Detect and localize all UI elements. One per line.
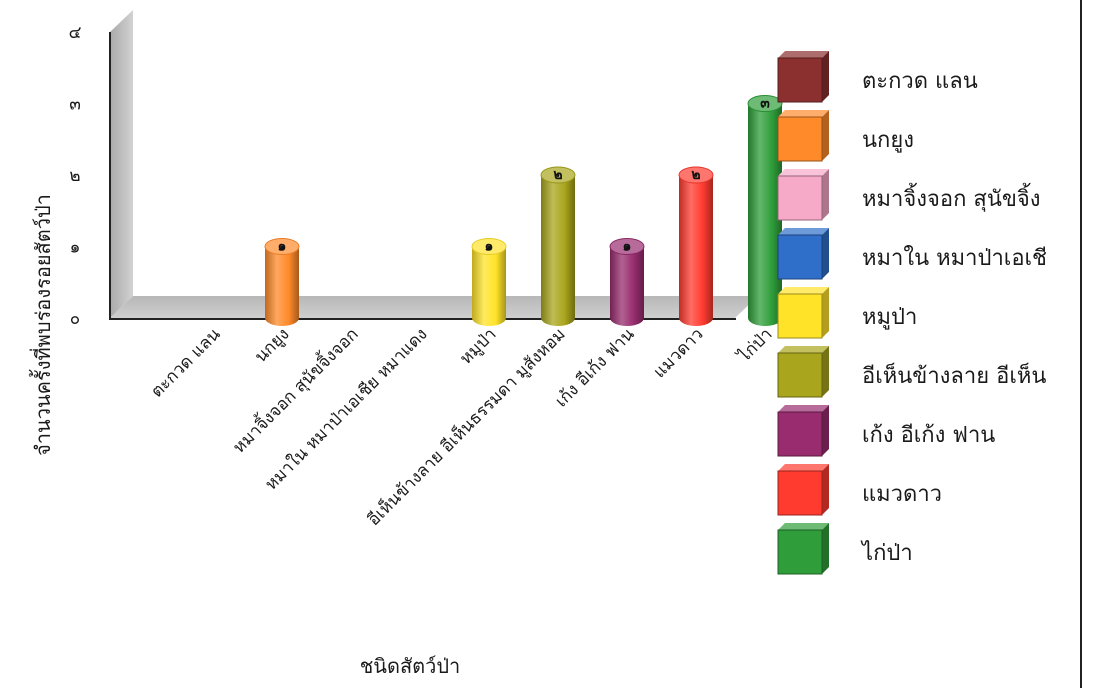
legend-item: อีเห็นข้างลาย อีเห็น xyxy=(777,346,1046,398)
legend-item: ไก่ป่า xyxy=(777,523,913,575)
legend-label: หมาจิ้งจอก สุนัขจิ้ง xyxy=(862,183,1041,212)
bar-body xyxy=(679,175,713,326)
bar-body xyxy=(472,246,506,326)
data-label: ๑ xyxy=(278,239,287,255)
legend-swatch xyxy=(777,293,823,339)
x-tick-label: ตะกวด แลน xyxy=(147,324,225,402)
bar-body xyxy=(265,246,299,326)
data-label: ๒ xyxy=(553,167,562,183)
legend-swatch xyxy=(777,470,823,516)
legend-swatch xyxy=(777,234,823,280)
legend-label: นกยูง xyxy=(862,128,914,153)
y-axis-title: จำนวนครั้งที่พบร่องรอยสัตว์ป่า xyxy=(29,194,55,456)
legend-swatch-side xyxy=(822,51,829,102)
legend-swatch-top xyxy=(778,523,829,530)
legend-swatch-top xyxy=(778,169,829,176)
legend-swatch-side xyxy=(822,228,829,279)
x-tick-label: หมาจิ้งจอก สุนัขจิ้งจอก xyxy=(227,322,362,457)
bar: ๑ xyxy=(471,238,507,326)
legend-label: ตะกวด แลน xyxy=(862,69,978,94)
x-axis-title: ชนิดสัตว์ป่า xyxy=(360,654,461,678)
y-tick-label: ๓ xyxy=(69,95,81,115)
bar-top xyxy=(471,238,507,255)
y-ticks: ๐ ๑ ๒ ๓ ๔ xyxy=(69,23,82,329)
y-tick-label: ๐ xyxy=(70,309,80,329)
legend-swatch xyxy=(777,529,823,575)
legend-swatch xyxy=(777,175,823,221)
legend-label: หมูป่า xyxy=(862,305,917,330)
legend-swatch-side xyxy=(822,346,829,397)
legend-swatch-top xyxy=(778,110,829,117)
bar-body xyxy=(610,246,644,326)
legend-item: หมาใน หมาป่าเอเชี xyxy=(777,228,1047,280)
bar: ๑ xyxy=(609,238,645,326)
data-label: ๒ xyxy=(691,167,700,183)
legend-item: ตะกวด แลน xyxy=(777,51,978,103)
legend-swatch-side xyxy=(822,464,829,515)
data-label: ๑ xyxy=(623,239,632,255)
y-tick-label: ๑ xyxy=(70,238,81,258)
bar: ๑ xyxy=(264,238,300,326)
bar-top xyxy=(678,166,714,184)
legend-label: ไก่ป่า xyxy=(860,540,913,566)
bar: ๒ xyxy=(678,166,714,326)
data-label: ๑ xyxy=(485,239,494,255)
legend-swatch-top xyxy=(778,228,829,235)
legend-item: หมาจิ้งจอก สุนัขจิ้ง xyxy=(777,169,1041,221)
x-tick-label: แมวดาว xyxy=(650,324,708,382)
x-tick-label: นกยูง xyxy=(251,324,294,367)
x-tick-label: ไก่ป่า xyxy=(733,324,777,368)
legend-swatch xyxy=(777,116,823,162)
legend-swatch-side xyxy=(822,405,829,456)
legend-swatch xyxy=(777,57,823,103)
bar-top xyxy=(609,238,645,255)
bars: ๑ ๑ ๒๑ ๒ ๓ xyxy=(264,95,783,326)
legend-label: อีเห็นข้างลาย อีเห็น xyxy=(862,361,1046,389)
legend-swatch-top xyxy=(778,287,829,294)
legend-swatch-top xyxy=(778,405,829,412)
back-wall xyxy=(110,10,133,318)
legend-swatch-top xyxy=(778,464,829,471)
legend-item: แมวดาว xyxy=(777,464,942,516)
legend-item: นกยูง xyxy=(777,110,914,162)
bar: ๒ xyxy=(540,166,576,326)
bar-top xyxy=(540,166,576,184)
legend-item: หมูป่า xyxy=(777,287,917,339)
legend-swatch-side xyxy=(822,169,829,220)
legend-swatch xyxy=(777,352,823,398)
legend-label: เก้ง อีเก้ง ฟาน xyxy=(862,423,995,448)
data-label: ๓ xyxy=(760,96,770,112)
bar: ๓ xyxy=(747,95,783,326)
legend-swatch-top xyxy=(778,51,829,58)
legend-swatch-top xyxy=(778,346,829,353)
legend-swatch-side xyxy=(822,110,829,161)
bar-top xyxy=(747,95,783,112)
bar-body xyxy=(541,175,575,326)
floor-plane xyxy=(110,296,758,318)
legend-swatch-side xyxy=(822,287,829,338)
y-tick-label: ๒ xyxy=(69,166,80,186)
y-tick-label: ๔ xyxy=(69,23,82,43)
legend-swatch-side xyxy=(822,523,829,574)
x-tick-label: หมูป่า xyxy=(456,324,500,368)
legend-label: แมวดาว xyxy=(862,482,942,507)
legend-swatch xyxy=(777,411,823,457)
legend-item: เก้ง อีเก้ง ฟาน xyxy=(777,405,995,457)
legend-label: หมาใน หมาป่าเอเชี xyxy=(862,245,1047,271)
bar-top xyxy=(264,238,300,255)
bar-body xyxy=(748,103,782,326)
